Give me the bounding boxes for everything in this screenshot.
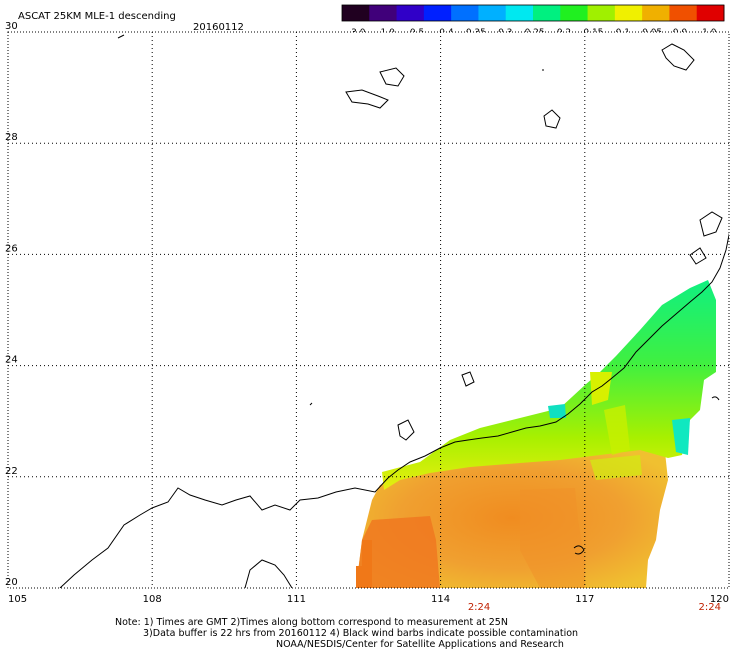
pass-time-labels: 2:24 2:24 — [468, 602, 721, 613]
colorbar-swatch — [369, 5, 398, 21]
lat-tick-label: 20 — [5, 577, 18, 588]
colorbar-swatch — [642, 5, 670, 21]
lat-tick-label: 22 — [5, 466, 18, 477]
lat-tick-label: 30 — [5, 21, 18, 32]
colorbar-swatch — [451, 5, 479, 21]
lat-tick-label: 24 — [5, 355, 18, 366]
pass-time-label: 2:24 — [699, 602, 721, 613]
colorbar-swatch — [423, 5, 452, 21]
lon-tick-label: 111 — [287, 594, 306, 605]
wind-swath — [356, 280, 716, 588]
colorbar-swatch — [396, 5, 425, 21]
lon-tick-label: 114 — [431, 594, 450, 605]
map-border — [7, 31, 730, 589]
lon-tick-label: 108 — [143, 594, 162, 605]
lon-tick-label: 120 — [710, 594, 729, 605]
lon-tick-label: 105 — [8, 594, 27, 605]
lat-tick-label: 28 — [5, 132, 18, 143]
pass-time-label: 2:24 — [468, 602, 490, 613]
colorbar-swatch — [505, 5, 534, 21]
colorbar-swatch — [478, 5, 507, 21]
map-area — [7, 31, 730, 589]
colorbar-swatch — [560, 5, 589, 21]
coastline — [59, 34, 729, 588]
footnote-line-2: 3)Data buffer is 22 hrs from 20160112 4)… — [143, 628, 578, 639]
colorbar-swatch — [696, 5, 725, 21]
lon-tick-label: 117 — [575, 594, 594, 605]
map-date: 20160112 — [193, 22, 244, 33]
colorbar-swatch — [342, 5, 370, 21]
lat-lon-grid — [8, 32, 729, 588]
lat-tick-label: 26 — [5, 243, 18, 254]
colorbar-swatch — [587, 5, 616, 21]
colorbar-swatch — [669, 5, 698, 21]
footnote-line-1: Note: 1) Times are GMT 2)Times along bot… — [115, 617, 508, 628]
colorbar-swatch — [533, 5, 561, 21]
latitude-labels: 30 28 26 24 22 20 — [5, 21, 18, 588]
longitude-labels: 105 108 111 114 117 120 — [8, 594, 729, 605]
colorbar-swatch — [614, 5, 643, 21]
map-title: ASCAT 25KM MLE-1 descending — [18, 11, 176, 22]
footnote-line-3: NOAA/NESDIS/Center for Satellite Applica… — [276, 639, 564, 650]
